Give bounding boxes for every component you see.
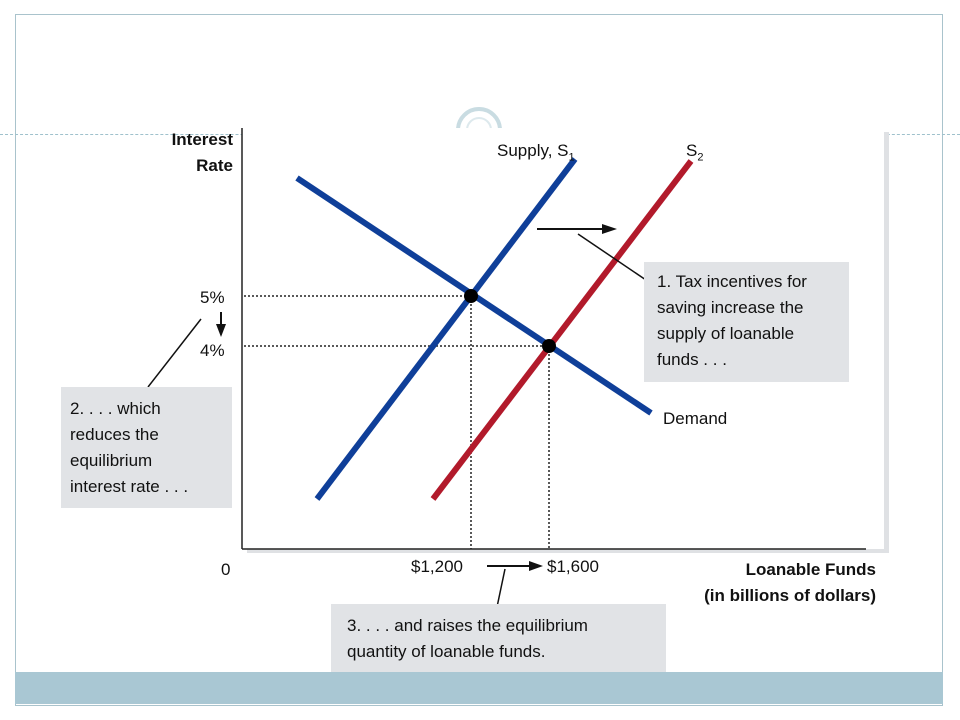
supply-curve-s2 — [430, 159, 694, 501]
supply-s2-label: S2 — [686, 141, 704, 164]
footer-band — [15, 672, 943, 704]
slide-frame — [15, 14, 943, 706]
x-tick-1600: $1,600 — [547, 557, 599, 576]
callout-quantity-increase: 3. . . . and raises the equilibrium quan… — [331, 604, 666, 672]
y-tick-5pct: 5% — [200, 288, 225, 307]
x-tick-1200: $1,200 — [411, 557, 463, 576]
y-axis-label: Interest Rate — [140, 127, 233, 179]
equilibrium-point-1 — [464, 289, 478, 303]
x-axis-label-line1: Loanable Funds — [745, 560, 876, 579]
equilibrium-point-2 — [542, 339, 556, 353]
callout-3-pointer — [496, 568, 506, 608]
callout-supply-increase: 1. Tax incentives for saving increase th… — [644, 262, 849, 382]
rate-arrowhead — [216, 324, 226, 337]
x-axis-label: Loanable Funds (in billions of dollars) — [640, 557, 876, 609]
y-axis-label-line2: Rate — [196, 156, 233, 175]
demand-label: Demand — [663, 409, 728, 428]
y-axis-label-line1: Interest — [171, 130, 233, 149]
callout-rate-decrease: 2. . . . which reduces the equilibrium i… — [61, 387, 232, 508]
origin-label: 0 — [221, 560, 231, 579]
supply-s1-label: Supply, S1 — [497, 141, 575, 164]
shift-arrowhead — [602, 224, 617, 234]
y-tick-4pct: 4% — [200, 341, 225, 360]
callout-2-pointer — [147, 318, 202, 388]
x-axis-label-line2: (in billions of dollars) — [704, 586, 876, 605]
supply-curve-s1 — [314, 157, 578, 501]
callout-1-pointer — [577, 233, 647, 281]
quantity-arrowhead — [529, 561, 543, 571]
